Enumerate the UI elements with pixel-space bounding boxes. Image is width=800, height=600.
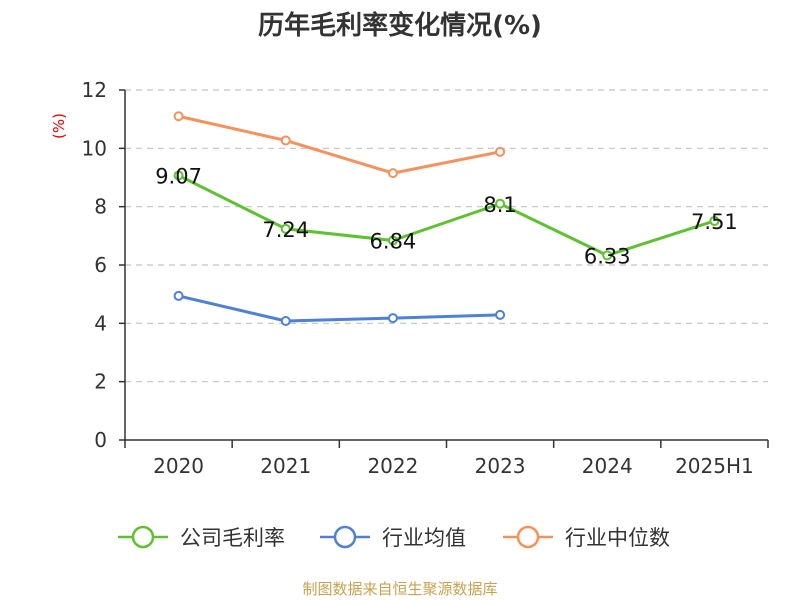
- data-label: 6.33: [584, 244, 631, 268]
- y-tick-label: 4: [94, 311, 107, 335]
- data-point: [387, 168, 398, 179]
- data-point: [173, 111, 184, 122]
- data-point: [495, 146, 506, 157]
- series-line-0: [177, 174, 715, 257]
- y-tick-label: 8: [94, 195, 107, 219]
- gridlines: [125, 89, 768, 383]
- data-point: [280, 223, 291, 234]
- y-tick-label: 12: [82, 78, 107, 102]
- legend-swatch-marker: [516, 525, 540, 549]
- y-tick-label: 6: [94, 253, 107, 277]
- series-line-1: [178, 294, 501, 323]
- data-label: 9.07: [155, 164, 202, 188]
- legend-label: 公司毛利率: [180, 526, 285, 550]
- y-tick-label: 2: [94, 370, 107, 394]
- source-note: 制图数据来自恒生聚源数据库: [302, 580, 497, 598]
- x-tick-label: 2020: [153, 454, 204, 478]
- legend-label: 行业中位数: [565, 526, 670, 550]
- data-label: 8.1: [483, 193, 516, 217]
- data-label: 7.24: [262, 218, 309, 242]
- data-point: [602, 250, 613, 261]
- x-tick-label: 2025H1: [675, 454, 754, 478]
- legend: 公司毛利率 行业均值 行业中位数: [118, 525, 670, 550]
- series-line-2: [178, 114, 501, 175]
- data-point: [280, 316, 291, 326]
- data-point: [280, 135, 291, 146]
- data-label: 7.51: [691, 210, 738, 234]
- x-tick-label: 2022: [367, 454, 418, 478]
- legend-swatch-marker: [131, 525, 155, 549]
- chart-title: 历年毛利率变化情况(%): [258, 10, 542, 41]
- legend-swatch-marker: [333, 525, 357, 549]
- data-point: [495, 309, 506, 320]
- data-point: [387, 235, 398, 246]
- data-point: [387, 313, 398, 324]
- x-tick-label: 2021: [260, 454, 311, 478]
- data-point: [173, 170, 184, 181]
- data-point: [495, 198, 506, 209]
- series-layer: 9.07 7.24 6.84 8.1 6.33 7.51: [155, 111, 738, 326]
- y-tick-label: 0: [94, 428, 107, 452]
- data-point: [173, 290, 184, 301]
- x-tick-label: 2024: [582, 454, 633, 478]
- data-point: [709, 215, 720, 226]
- y-tick-label: 10: [82, 136, 107, 160]
- y-axis-label: (%): [50, 113, 68, 139]
- axes: 0 2 4 6 8 10 12 2020 2021 2022 2023 2024 2025H1: [82, 78, 769, 478]
- legend-label: 行业均值: [382, 526, 466, 550]
- x-tick-label: 2023: [475, 454, 526, 478]
- data-label: 6.84: [370, 230, 417, 254]
